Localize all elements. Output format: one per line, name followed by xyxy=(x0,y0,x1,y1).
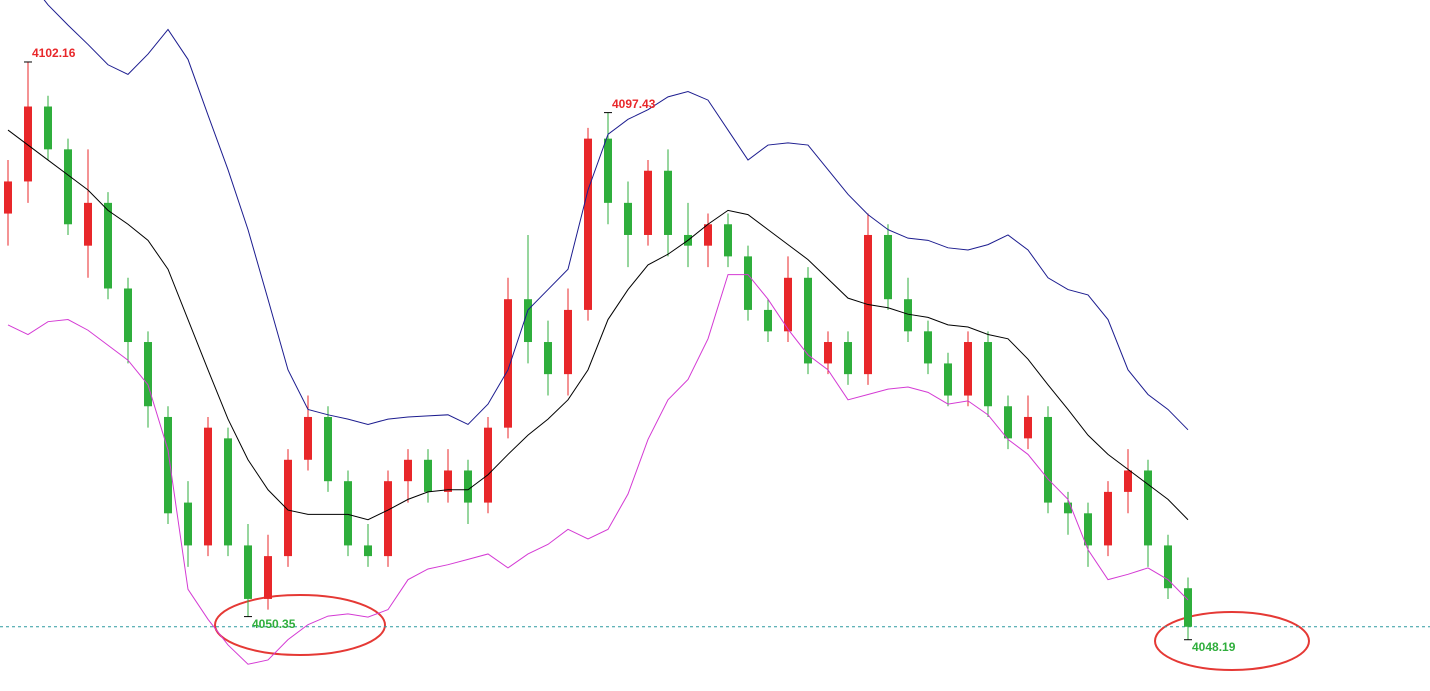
lower-band xyxy=(7,274,1189,665)
candle-body xyxy=(704,224,712,246)
candle-body xyxy=(1124,470,1132,492)
middle-band xyxy=(7,129,1189,521)
candle-body xyxy=(564,309,572,375)
candle-body xyxy=(1084,513,1092,546)
candle-body xyxy=(984,342,992,407)
highlight-ellipse xyxy=(214,594,386,656)
candle-body xyxy=(4,181,12,214)
candle-body xyxy=(804,277,812,364)
candle-body xyxy=(504,299,512,428)
candle-body xyxy=(484,427,492,503)
candle-body xyxy=(1164,545,1172,589)
upper-band xyxy=(43,0,1189,431)
candle-body xyxy=(164,416,172,514)
candle-body xyxy=(284,459,292,557)
candle-body xyxy=(604,138,612,203)
candle-body xyxy=(844,342,852,375)
candle-body xyxy=(624,202,632,235)
candle-body xyxy=(104,202,112,289)
candle-body xyxy=(1064,502,1072,514)
candle-body xyxy=(364,545,372,557)
candle-body xyxy=(744,256,752,310)
candle-body xyxy=(884,234,892,300)
candle-body xyxy=(1044,416,1052,503)
candle-body xyxy=(404,459,412,482)
candle-body xyxy=(144,342,152,407)
candle-body xyxy=(824,342,832,364)
high-label: 4102.16 xyxy=(32,46,76,60)
candle-body xyxy=(244,545,252,599)
candle-body xyxy=(344,481,352,546)
candle-body xyxy=(1004,406,1012,439)
candle-body xyxy=(64,149,72,225)
candle-body xyxy=(964,342,972,396)
candle-body xyxy=(924,331,932,364)
candle-body xyxy=(1184,588,1192,627)
candle-body xyxy=(944,363,952,396)
candle-body xyxy=(544,342,552,375)
candle-body xyxy=(644,170,652,235)
high-label: 4097.43 xyxy=(612,97,656,111)
candle-body xyxy=(264,556,272,599)
candle-body xyxy=(1104,491,1112,546)
candle-body xyxy=(524,299,532,343)
candle-body xyxy=(724,224,732,257)
low-label: 4050.35 xyxy=(252,617,296,631)
candle-body xyxy=(384,481,392,557)
candle-body xyxy=(464,470,472,503)
candle-body xyxy=(204,427,212,546)
candle-body xyxy=(904,299,912,332)
candle-body xyxy=(1144,470,1152,546)
candle-body xyxy=(24,106,32,182)
candle-body xyxy=(424,459,432,492)
highlight-ellipse xyxy=(1154,611,1310,671)
candle-body xyxy=(1024,416,1032,439)
candle-body xyxy=(184,502,192,546)
candle-body xyxy=(44,106,52,150)
candle-body xyxy=(304,416,312,460)
candle-body xyxy=(84,202,92,246)
candle-body xyxy=(124,288,132,343)
candle-body xyxy=(784,277,792,332)
candle-body xyxy=(584,138,592,310)
candle-body xyxy=(764,309,772,332)
low-label: 4048.19 xyxy=(1192,640,1236,654)
candle-body xyxy=(444,470,452,492)
candle-body xyxy=(664,170,672,235)
candle-body xyxy=(224,438,232,546)
candle-body xyxy=(324,416,332,482)
